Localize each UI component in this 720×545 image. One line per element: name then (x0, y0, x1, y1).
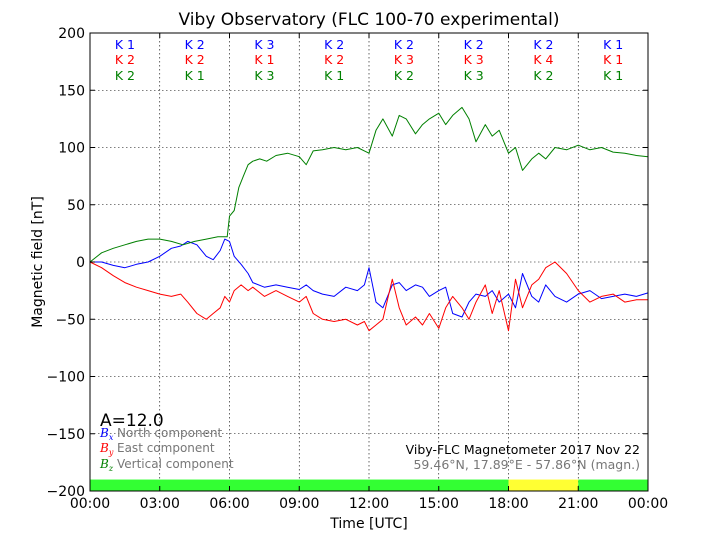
y-tick-label: −100 (47, 370, 85, 386)
y-axis: −200 −150 −100 −50 0 50 100 150 200 (47, 26, 648, 500)
x-tick-label: 00:00 (70, 496, 110, 512)
k-index-label: K 2 (185, 37, 205, 52)
y-tick-label: 200 (58, 26, 85, 42)
x-tick-label: 15:00 (419, 496, 459, 512)
k-index-label: K 3 (394, 52, 414, 67)
k-index-label: K 2 (324, 52, 344, 67)
k-index-label: K 2 (394, 68, 414, 83)
activity-segment (90, 479, 509, 491)
x-tick-label: 09:00 (279, 496, 319, 512)
k-index-label: K 1 (254, 52, 274, 67)
x-tick-label: 18:00 (488, 496, 528, 512)
k-index-label: K 2 (464, 37, 484, 52)
k-index-label: K 1 (324, 68, 344, 83)
y-tick-label: 0 (76, 255, 85, 271)
k-index-label: K 2 (115, 68, 135, 83)
legend-symbol: Bx (99, 426, 114, 442)
location-note: 59.46°N, 17.89°E - 57.86°N (magn.) (413, 457, 640, 472)
x-tick-label: 03:00 (140, 496, 180, 512)
x-tick-label: 00:00 (628, 496, 668, 512)
activity-segment (578, 479, 648, 491)
y-axis-label: Magnetic field [nT] (30, 196, 46, 328)
k-index-label: K 2 (115, 52, 135, 67)
series-line-y (89, 261, 648, 332)
k-index-label: K 1 (603, 68, 623, 83)
y-tick-label: 100 (58, 141, 85, 157)
series-line-x (90, 238, 649, 318)
k-index-label: K 2 (533, 68, 553, 83)
k-index-label: K 1 (603, 37, 623, 52)
y-tick-label: −150 (47, 427, 85, 443)
k-index-label: K 2 (185, 52, 205, 67)
y-tick-label: 150 (58, 83, 85, 99)
x-axis: 00:00 03:00 06:00 09:00 12:00 15:00 18:00 21:00… (70, 33, 668, 512)
legend-symbol: Bz (99, 457, 114, 473)
magnetometer-note: Viby-FLC Magnetometer 2017 Nov 22 (406, 442, 640, 457)
k-index-label: K 3 (464, 68, 484, 83)
a-index-label: A=12.0 (100, 411, 164, 431)
x-tick-label: 21:00 (558, 496, 598, 512)
k-index-label: K 3 (254, 37, 274, 52)
k-index-label: K 2 (394, 37, 414, 52)
y-tick-label: −50 (55, 312, 85, 328)
x-axis-label: Time [UTC] (329, 516, 407, 532)
k-index-label: K 1 (115, 37, 135, 52)
legend-entry: North component (117, 426, 223, 440)
k-index-label: K 1 (185, 68, 205, 83)
activity-segment (508, 479, 579, 491)
k-index-label: K 3 (464, 52, 484, 67)
k-index-label: K 2 (533, 37, 553, 52)
k-index-label: K 4 (533, 52, 553, 67)
k-index-label: K 1 (603, 52, 623, 67)
k-index-label: K 2 (324, 37, 344, 52)
y-tick-label: −200 (47, 484, 85, 500)
chart-title: Viby Observatory (FLC 100-70 experimenta… (179, 10, 560, 30)
x-tick-label: 12:00 (349, 496, 389, 512)
legend-entry: East component (117, 441, 215, 455)
k-index-labels: K 1K 2K 2K 2K 2K 1K 3K 1K 3K 2K 2K 1K 2K… (115, 37, 623, 83)
x-tick-label: 06:00 (209, 496, 249, 512)
series-lines (89, 106, 649, 332)
activity-bar (90, 479, 648, 491)
legend-symbol: By (99, 441, 114, 457)
legend-entry: Vertical component (117, 457, 234, 471)
y-tick-label: 50 (67, 198, 85, 214)
series-line-z (89, 106, 649, 263)
k-index-label: K 3 (254, 68, 274, 83)
